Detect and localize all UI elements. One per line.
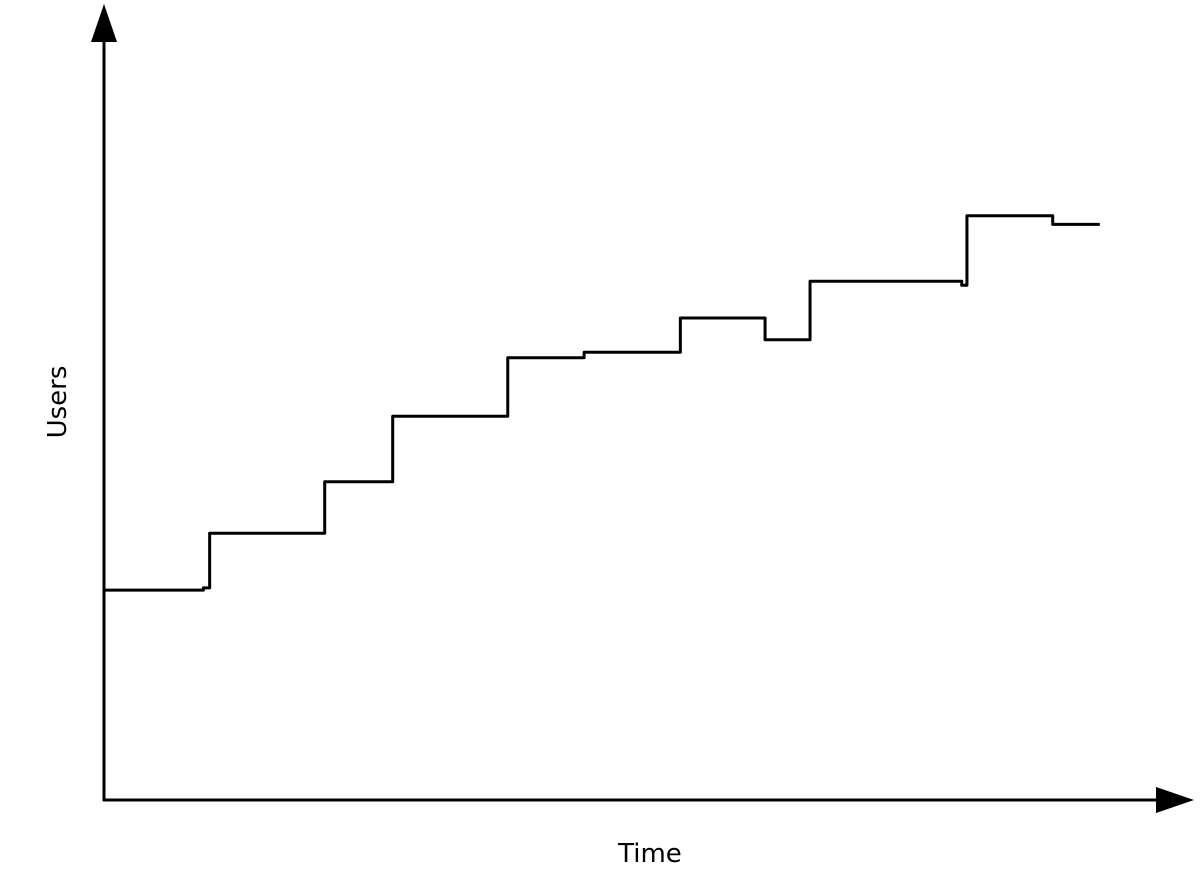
x-axis-label: Time xyxy=(617,839,682,869)
x-axis-arrow-icon xyxy=(1156,787,1194,813)
y-axis-label: Users xyxy=(43,366,73,439)
users-step-line xyxy=(104,214,1100,592)
y-axis-arrow-icon xyxy=(91,4,117,42)
